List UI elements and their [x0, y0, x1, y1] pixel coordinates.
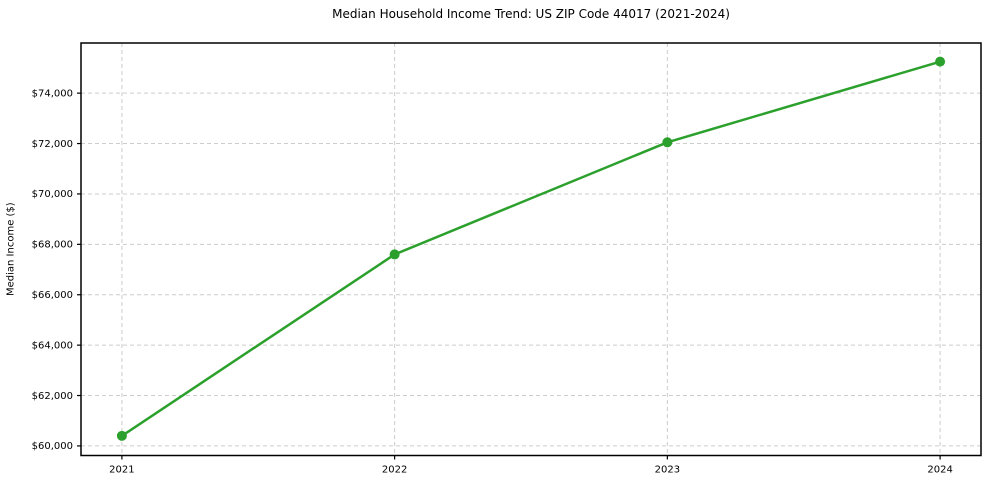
x-tick-label: 2022: [382, 465, 407, 476]
y-tick-label: $60,000: [32, 441, 73, 452]
data-point-marker: [389, 249, 400, 260]
y-tick-label: $72,000: [32, 139, 73, 150]
data-point-marker: [116, 430, 127, 441]
data-point-marker: [935, 56, 946, 67]
data-point-marker: [662, 137, 673, 148]
y-tick-label: $74,000: [32, 88, 73, 99]
chart-title: Median Household Income Trend: US ZIP Co…: [332, 7, 730, 21]
x-tick-label: 2023: [655, 465, 680, 476]
y-tick-label: $68,000: [32, 240, 73, 251]
y-tick-label: $66,000: [32, 290, 73, 301]
y-tick-label: $64,000: [32, 340, 73, 351]
axes-box: [80, 42, 982, 457]
y-tick-label: $70,000: [32, 189, 73, 200]
income-line: [120, 60, 942, 438]
x-tick-label: 2021: [109, 465, 134, 476]
x-tick-label: 2024: [927, 465, 952, 476]
y-tick-label: $62,000: [32, 391, 73, 402]
